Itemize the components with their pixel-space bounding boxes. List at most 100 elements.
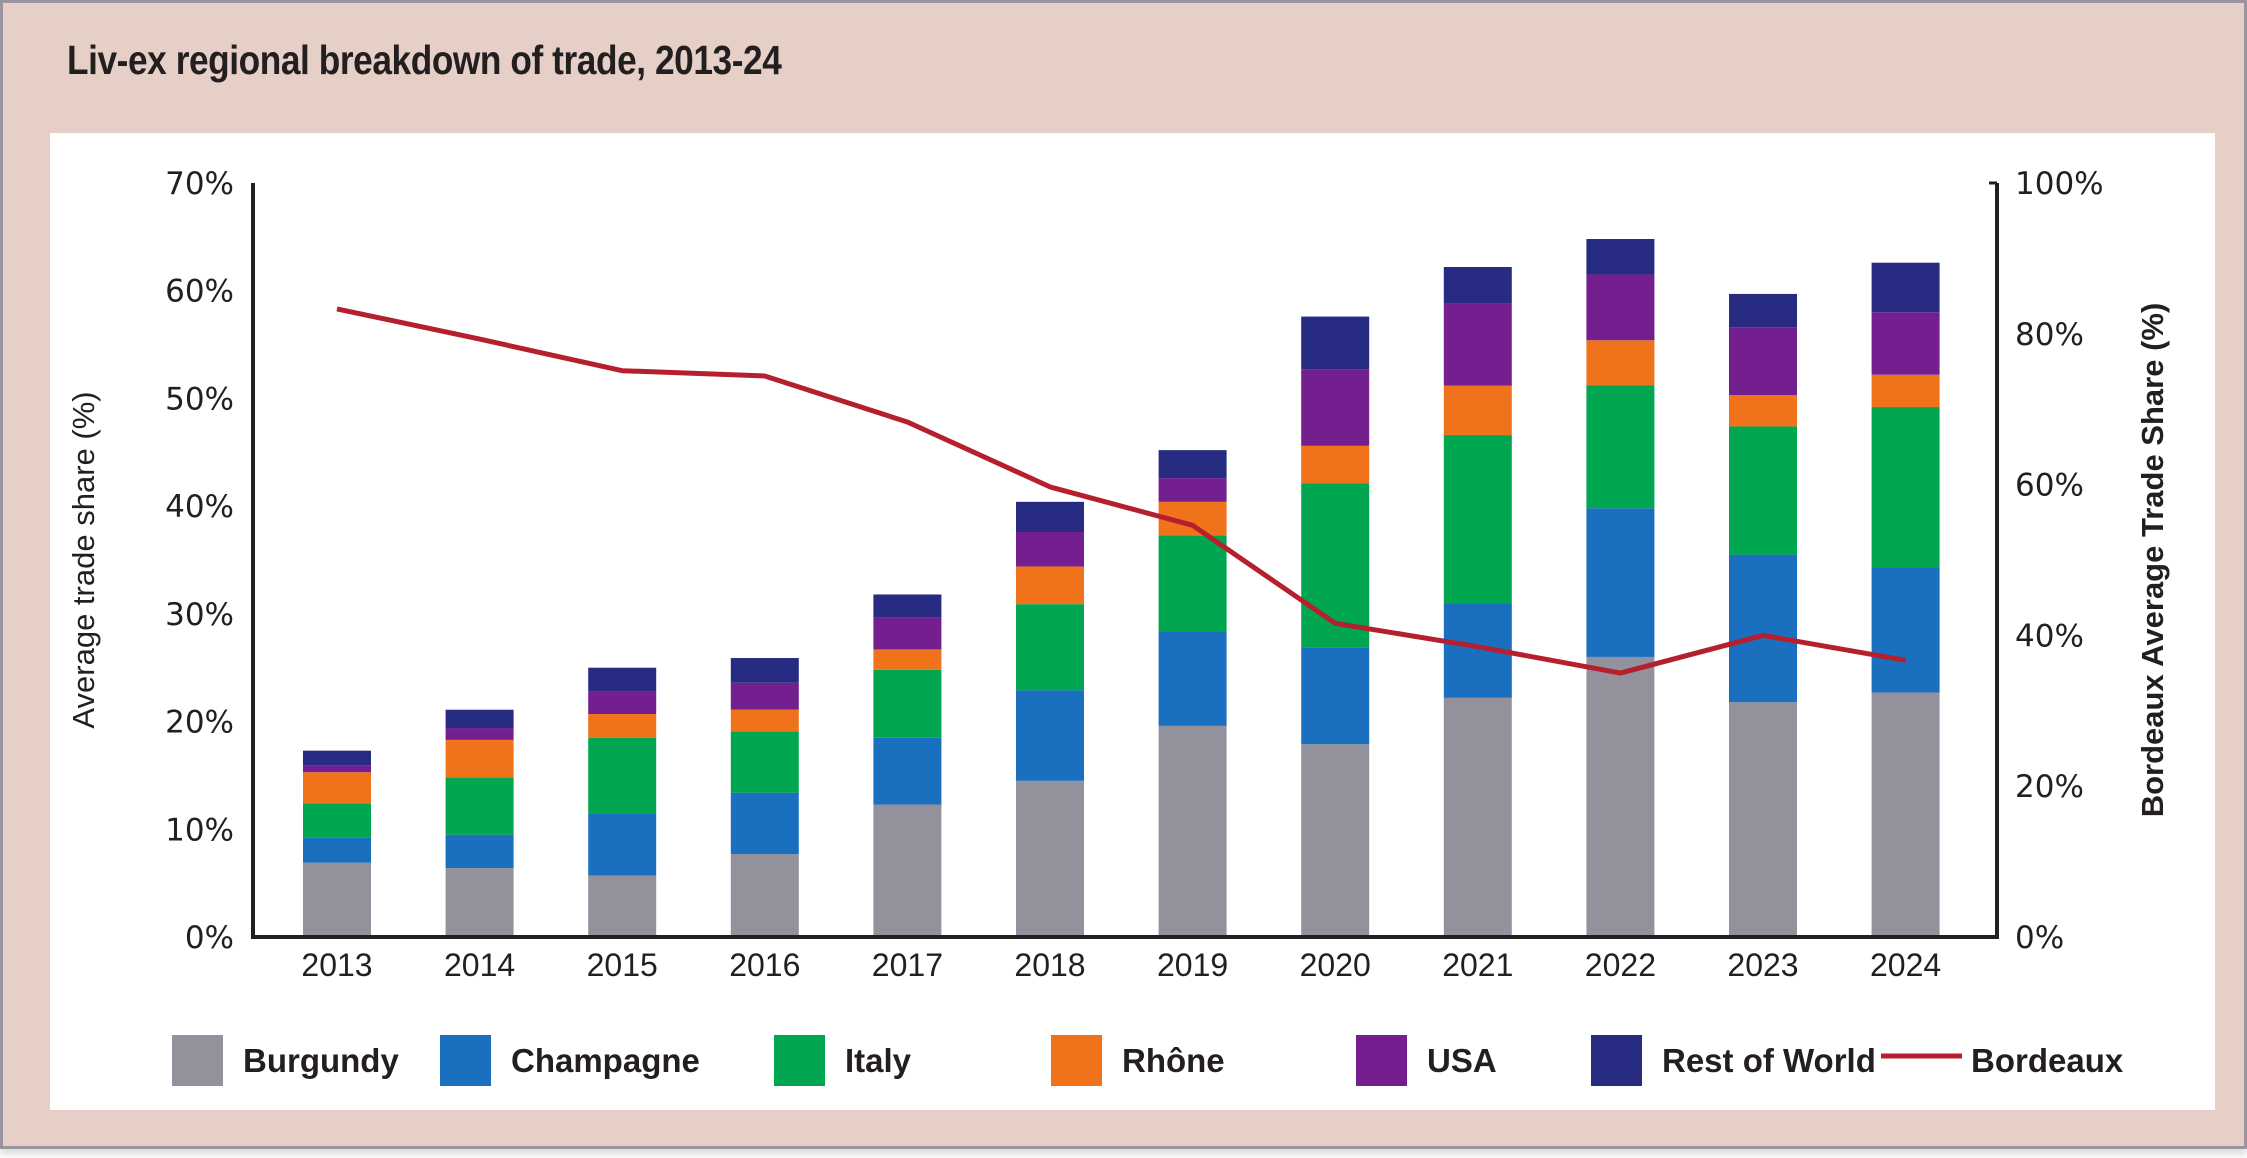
bar-segment-italy-2023 bbox=[1729, 426, 1797, 555]
bar-segment-champagne-2023 bbox=[1729, 554, 1797, 703]
bar-segment-rest-of-world-2015 bbox=[588, 667, 657, 692]
y-tick-label: 70% bbox=[165, 166, 234, 202]
legend-item-bordeaux: Bordeaux bbox=[1881, 1042, 2124, 1079]
y2-tick-label: 60% bbox=[2015, 468, 2084, 504]
bar-segment-rest-of-world-2022 bbox=[1586, 239, 1655, 275]
legend-label: Italy bbox=[845, 1042, 912, 1079]
tick-labels-layer: 0% 10% 20% 30% 40% 50% 60% 70% 0% 20% 40% 60% 80% 100… bbox=[165, 166, 2104, 983]
bar-segment-burgundy-2018 bbox=[1016, 780, 1084, 937]
x-tick-label: 2023 bbox=[1727, 947, 1798, 983]
legend-swatch bbox=[1051, 1035, 1102, 1086]
x-tick-label: 2024 bbox=[1870, 947, 1941, 983]
bar-segment-burgundy-2017 bbox=[873, 804, 942, 937]
bar-segment-champagne-2017 bbox=[873, 737, 942, 805]
bar-segment-rh-ne-2013 bbox=[303, 772, 371, 804]
y2-axis-title: Bordeaux Average Trade Share (%) bbox=[2135, 303, 2170, 818]
bar-segment-rh-ne-2018 bbox=[1016, 566, 1084, 605]
legend-swatch bbox=[172, 1035, 223, 1086]
bar-segment-burgundy-2019 bbox=[1158, 725, 1227, 937]
bar-segment-rest-of-world-2013 bbox=[303, 750, 371, 766]
bar-segment-champagne-2024 bbox=[1871, 567, 1940, 693]
bar-segment-burgundy-2014 bbox=[445, 868, 514, 937]
bar-segment-rest-of-world-2021 bbox=[1443, 267, 1512, 304]
y-tick-label: 50% bbox=[165, 381, 234, 417]
legend-swatch bbox=[1356, 1035, 1407, 1086]
bar-segment-burgundy-2023 bbox=[1729, 702, 1797, 937]
bar-segment-italy-2022 bbox=[1586, 385, 1655, 509]
y-tick-label: 0% bbox=[185, 920, 234, 956]
x-tick-label: 2015 bbox=[587, 947, 658, 983]
bar-segment-italy-2013 bbox=[303, 803, 371, 838]
x-tick-label: 2013 bbox=[301, 947, 372, 983]
bar-segment-rh-ne-2014 bbox=[445, 739, 514, 778]
x-tick-label: 2018 bbox=[1014, 947, 1085, 983]
bar-segment-champagne-2022 bbox=[1586, 508, 1655, 657]
x-tick-label: 2020 bbox=[1300, 947, 1371, 983]
x-tick-label: 2017 bbox=[872, 947, 943, 983]
bar-segment-rest-of-world-2020 bbox=[1301, 316, 1370, 370]
legend-item-rh-ne: Rhône bbox=[1051, 1035, 1225, 1086]
x-tick-label: 2019 bbox=[1157, 947, 1228, 983]
bar-segment-rest-of-world-2017 bbox=[873, 594, 942, 618]
y2-tick-label: 100% bbox=[2015, 166, 2104, 202]
bar-segment-rh-ne-2023 bbox=[1729, 395, 1797, 427]
x-tick-label: 2016 bbox=[729, 947, 800, 983]
bar-segment-rest-of-world-2014 bbox=[445, 709, 514, 729]
bar-segment-burgundy-2024 bbox=[1871, 692, 1940, 937]
legend-item-italy: Italy bbox=[774, 1035, 912, 1086]
bar-segment-usa-2017 bbox=[873, 617, 942, 650]
bar-segment-champagne-2015 bbox=[588, 813, 657, 876]
y-tick-label: 40% bbox=[165, 489, 234, 525]
legend-item-champagne: Champagne bbox=[440, 1035, 700, 1086]
bar-segment-italy-2021 bbox=[1443, 435, 1512, 604]
bar-segment-italy-2014 bbox=[445, 777, 514, 835]
bar-segment-rh-ne-2021 bbox=[1443, 385, 1512, 436]
bar-segment-rest-of-world-2016 bbox=[730, 658, 799, 683]
legend: Burgundy Champagne Italy Rhône USA Rest of Wo… bbox=[172, 1035, 2124, 1086]
legend-label: Rhône bbox=[1122, 1042, 1225, 1079]
bar-segment-usa-2015 bbox=[588, 691, 657, 715]
bar-segment-rh-ne-2022 bbox=[1586, 340, 1655, 386]
bar-segment-burgundy-2020 bbox=[1301, 744, 1370, 937]
chart-panel bbox=[50, 133, 2215, 1110]
bar-segment-rh-ne-2020 bbox=[1301, 445, 1370, 484]
legend-label: Bordeaux bbox=[1971, 1042, 2124, 1079]
bar-segment-italy-2018 bbox=[1016, 604, 1084, 691]
bar-segment-italy-2017 bbox=[873, 669, 942, 738]
bar-segment-burgundy-2016 bbox=[730, 854, 799, 937]
bar-segment-rest-of-world-2023 bbox=[1729, 293, 1797, 328]
y-axis-title: Average trade share (%) bbox=[66, 391, 101, 728]
legend-swatch bbox=[774, 1035, 825, 1086]
x-tick-label: 2014 bbox=[444, 947, 515, 983]
bar-segment-rest-of-world-2024 bbox=[1871, 262, 1940, 313]
bar-segment-burgundy-2015 bbox=[588, 875, 657, 937]
bar-segment-usa-2018 bbox=[1016, 531, 1084, 567]
bar-segment-usa-2019 bbox=[1158, 478, 1227, 502]
bar-segment-italy-2015 bbox=[588, 737, 657, 814]
axes-layer bbox=[251, 181, 1999, 939]
y-tick-label: 10% bbox=[165, 812, 234, 848]
bar-segment-italy-2016 bbox=[730, 731, 799, 793]
x-tick-label: 2021 bbox=[1442, 947, 1513, 983]
bars-layer bbox=[303, 239, 1940, 937]
bar-segment-champagne-2019 bbox=[1158, 631, 1227, 726]
bar-segment-champagne-2018 bbox=[1016, 690, 1084, 781]
bar-segment-usa-2020 bbox=[1301, 369, 1370, 446]
bar-segment-usa-2016 bbox=[730, 682, 799, 710]
bar-segment-usa-2014 bbox=[445, 728, 514, 740]
y2-tick-label: 40% bbox=[2015, 618, 2084, 654]
y-tick-label: 30% bbox=[165, 597, 234, 633]
legend-label: Rest of World bbox=[1662, 1042, 1876, 1079]
legend-item-usa: USA bbox=[1356, 1035, 1497, 1086]
bordeaux-line-layer bbox=[336, 306, 1907, 676]
y-tick-label: 20% bbox=[165, 705, 234, 741]
bar-segment-italy-2024 bbox=[1871, 407, 1940, 568]
chart-title: Liv-ex regional breakdown of trade, 2013… bbox=[67, 37, 782, 83]
bar-segment-burgundy-2021 bbox=[1443, 697, 1512, 937]
legend-label: Champagne bbox=[511, 1042, 700, 1079]
bar-segment-usa-2021 bbox=[1443, 303, 1512, 386]
y2-tick-label: 80% bbox=[2015, 317, 2084, 353]
series-line-bordeaux bbox=[336, 306, 1907, 676]
legend-swatch bbox=[440, 1035, 491, 1086]
